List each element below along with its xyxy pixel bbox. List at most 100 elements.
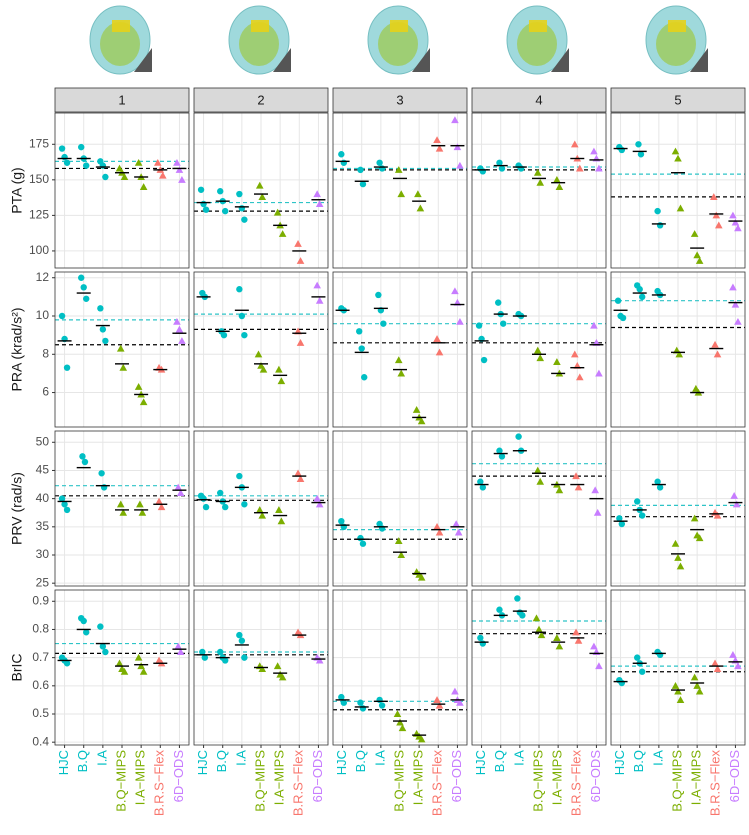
x-tick-label: HJC — [334, 750, 349, 775]
point — [591, 486, 599, 494]
x-tick-label: HJC — [612, 750, 627, 775]
point — [555, 486, 564, 494]
point — [79, 453, 86, 460]
point — [713, 350, 722, 358]
x-tick-label: B.R.S−Flex — [291, 750, 306, 817]
point — [479, 640, 487, 647]
point — [275, 506, 283, 513]
point — [58, 145, 66, 152]
point — [378, 702, 386, 709]
point — [500, 320, 507, 327]
point — [514, 595, 521, 602]
point — [517, 165, 525, 172]
point — [397, 551, 406, 559]
point — [676, 562, 685, 570]
point — [200, 495, 207, 502]
helmet-head — [517, 22, 557, 66]
point — [572, 472, 580, 480]
point — [435, 701, 444, 709]
point — [273, 208, 282, 216]
point — [639, 668, 646, 675]
point — [174, 483, 182, 491]
point — [412, 405, 421, 413]
point — [217, 648, 224, 656]
y-axis-title: PTA (g) — [9, 167, 25, 213]
x-tick-label: B.R.S−Flex — [569, 750, 584, 817]
point — [690, 673, 699, 681]
x-tick-label: B.Q — [214, 750, 229, 772]
point — [315, 296, 324, 304]
x-tick-label: B.Q−MIPS — [391, 750, 406, 812]
y-tick-label: 0.4 — [32, 734, 49, 748]
point — [375, 291, 382, 299]
point — [80, 617, 87, 625]
x-tick-label: HJC — [195, 750, 210, 775]
point — [397, 369, 406, 377]
helmet-sensor — [668, 20, 686, 32]
point — [296, 339, 305, 346]
y-tick-label: 0.8 — [32, 622, 49, 636]
point — [313, 281, 321, 289]
point — [693, 251, 701, 259]
y-tick-label: 0.9 — [32, 593, 49, 607]
helmet-head — [378, 22, 418, 66]
point — [201, 654, 209, 661]
point — [435, 348, 444, 356]
point — [175, 166, 184, 173]
x-tick-label: 6D−ODS — [171, 750, 186, 803]
point — [656, 484, 664, 491]
panel-border — [471, 112, 607, 269]
x-tick-label: B.Q — [492, 750, 507, 772]
point — [495, 299, 502, 306]
point — [654, 207, 661, 215]
point — [356, 328, 363, 335]
point — [238, 312, 246, 320]
y-axis-title: PRA (krad/s²) — [9, 307, 25, 391]
point — [479, 484, 487, 491]
point — [200, 200, 207, 208]
point — [241, 216, 248, 223]
point — [222, 657, 229, 664]
x-tick-label: 6D−ODS — [310, 750, 325, 803]
point — [102, 648, 109, 656]
point — [277, 517, 286, 525]
point — [139, 667, 148, 675]
panel-border — [610, 430, 746, 587]
point — [217, 489, 224, 497]
point — [533, 346, 542, 354]
point — [451, 287, 459, 295]
point — [475, 322, 483, 329]
point — [433, 335, 441, 343]
point — [202, 206, 210, 213]
point — [674, 154, 682, 162]
point — [732, 500, 741, 508]
point — [277, 377, 286, 385]
point — [595, 369, 603, 377]
point — [656, 651, 664, 659]
helmet-head — [100, 22, 140, 66]
point — [480, 356, 488, 364]
point — [137, 662, 145, 670]
panel-border — [332, 112, 468, 269]
x-tick-label: I.A — [650, 750, 665, 766]
point — [394, 356, 403, 364]
point — [376, 696, 383, 704]
point — [675, 350, 684, 358]
point — [515, 433, 522, 440]
point — [157, 503, 166, 511]
point — [258, 511, 267, 519]
point — [416, 204, 425, 212]
point — [574, 483, 583, 491]
point — [178, 337, 186, 344]
y-tick-label: 45 — [36, 463, 50, 477]
point — [695, 534, 704, 542]
point — [273, 662, 282, 670]
point — [619, 314, 627, 322]
panel-border — [54, 112, 190, 269]
point — [134, 383, 143, 390]
point — [278, 673, 287, 681]
helmet-head — [656, 22, 696, 66]
point — [536, 354, 545, 362]
point — [614, 297, 622, 304]
strip — [332, 87, 468, 113]
